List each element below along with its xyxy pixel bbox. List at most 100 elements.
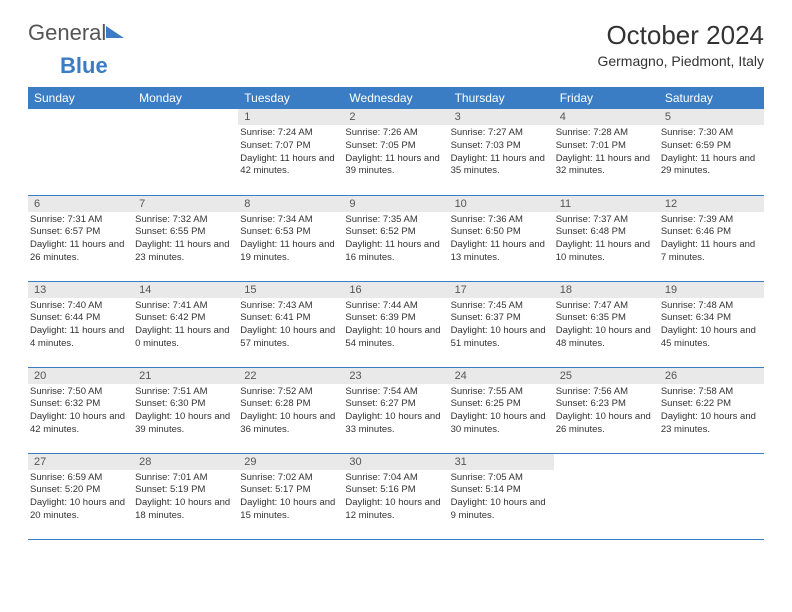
- calendar-cell: 20Sunrise: 7:50 AMSunset: 6:32 PMDayligh…: [28, 367, 133, 453]
- day-number: 29: [238, 454, 343, 470]
- calendar-cell: 30Sunrise: 7:04 AMSunset: 5:16 PMDayligh…: [343, 453, 448, 539]
- day-number: 4: [554, 109, 659, 125]
- calendar-row: 13Sunrise: 7:40 AMSunset: 6:44 PMDayligh…: [28, 281, 764, 367]
- day-details: Sunrise: 7:55 AMSunset: 6:25 PMDaylight:…: [449, 384, 554, 439]
- day-number: 7: [133, 196, 238, 212]
- day-details: Sunrise: 7:44 AMSunset: 6:39 PMDaylight:…: [343, 298, 448, 353]
- calendar-cell: [659, 453, 764, 539]
- logo-triangle-icon: [106, 26, 124, 38]
- calendar-cell: 14Sunrise: 7:41 AMSunset: 6:42 PMDayligh…: [133, 281, 238, 367]
- day-number: 1: [238, 109, 343, 125]
- day-details: Sunrise: 7:27 AMSunset: 7:03 PMDaylight:…: [449, 125, 554, 180]
- day-number: 16: [343, 282, 448, 298]
- calendar-cell: 4Sunrise: 7:28 AMSunset: 7:01 PMDaylight…: [554, 109, 659, 195]
- day-number: 14: [133, 282, 238, 298]
- calendar-row: 20Sunrise: 7:50 AMSunset: 6:32 PMDayligh…: [28, 367, 764, 453]
- day-number: 20: [28, 368, 133, 384]
- calendar-cell: 9Sunrise: 7:35 AMSunset: 6:52 PMDaylight…: [343, 195, 448, 281]
- calendar-cell: 16Sunrise: 7:44 AMSunset: 6:39 PMDayligh…: [343, 281, 448, 367]
- day-details: Sunrise: 7:30 AMSunset: 6:59 PMDaylight:…: [659, 125, 764, 180]
- calendar-row: 27Sunrise: 6:59 AMSunset: 5:20 PMDayligh…: [28, 453, 764, 539]
- location-subtitle: Germagno, Piedmont, Italy: [597, 53, 764, 69]
- day-details: Sunrise: 7:56 AMSunset: 6:23 PMDaylight:…: [554, 384, 659, 439]
- calendar-cell: 27Sunrise: 6:59 AMSunset: 5:20 PMDayligh…: [28, 453, 133, 539]
- calendar-cell: 19Sunrise: 7:48 AMSunset: 6:34 PMDayligh…: [659, 281, 764, 367]
- title-block: October 2024 Germagno, Piedmont, Italy: [597, 20, 764, 69]
- day-details: Sunrise: 7:43 AMSunset: 6:41 PMDaylight:…: [238, 298, 343, 353]
- day-header: Sunday: [28, 87, 133, 109]
- day-number: 22: [238, 368, 343, 384]
- day-number: 27: [28, 454, 133, 470]
- day-number: 3: [449, 109, 554, 125]
- day-details: Sunrise: 7:50 AMSunset: 6:32 PMDaylight:…: [28, 384, 133, 439]
- day-number: 6: [28, 196, 133, 212]
- calendar-cell: 11Sunrise: 7:37 AMSunset: 6:48 PMDayligh…: [554, 195, 659, 281]
- day-details: Sunrise: 7:32 AMSunset: 6:55 PMDaylight:…: [133, 212, 238, 267]
- day-header: Monday: [133, 87, 238, 109]
- day-number: 25: [554, 368, 659, 384]
- logo-text-general: General: [28, 20, 106, 46]
- day-details: Sunrise: 7:52 AMSunset: 6:28 PMDaylight:…: [238, 384, 343, 439]
- day-header: Saturday: [659, 87, 764, 109]
- day-number: 11: [554, 196, 659, 212]
- calendar-cell: [554, 453, 659, 539]
- calendar-cell: 24Sunrise: 7:55 AMSunset: 6:25 PMDayligh…: [449, 367, 554, 453]
- calendar-cell: 7Sunrise: 7:32 AMSunset: 6:55 PMDaylight…: [133, 195, 238, 281]
- calendar-row: 6Sunrise: 7:31 AMSunset: 6:57 PMDaylight…: [28, 195, 764, 281]
- day-details: Sunrise: 7:45 AMSunset: 6:37 PMDaylight:…: [449, 298, 554, 353]
- day-header: Tuesday: [238, 87, 343, 109]
- day-details: Sunrise: 7:31 AMSunset: 6:57 PMDaylight:…: [28, 212, 133, 267]
- day-details: Sunrise: 7:35 AMSunset: 6:52 PMDaylight:…: [343, 212, 448, 267]
- calendar-cell: [133, 109, 238, 195]
- day-header: Thursday: [449, 87, 554, 109]
- calendar-cell: 15Sunrise: 7:43 AMSunset: 6:41 PMDayligh…: [238, 281, 343, 367]
- day-details: Sunrise: 7:34 AMSunset: 6:53 PMDaylight:…: [238, 212, 343, 267]
- calendar-table: SundayMondayTuesdayWednesdayThursdayFrid…: [28, 87, 764, 540]
- day-number: 17: [449, 282, 554, 298]
- day-number: 13: [28, 282, 133, 298]
- calendar-cell: 23Sunrise: 7:54 AMSunset: 6:27 PMDayligh…: [343, 367, 448, 453]
- day-details: Sunrise: 7:05 AMSunset: 5:14 PMDaylight:…: [449, 470, 554, 525]
- day-number: 8: [238, 196, 343, 212]
- calendar-cell: 12Sunrise: 7:39 AMSunset: 6:46 PMDayligh…: [659, 195, 764, 281]
- day-number: 26: [659, 368, 764, 384]
- calendar-cell: 2Sunrise: 7:26 AMSunset: 7:05 PMDaylight…: [343, 109, 448, 195]
- day-number: 2: [343, 109, 448, 125]
- day-details: Sunrise: 7:04 AMSunset: 5:16 PMDaylight:…: [343, 470, 448, 525]
- calendar-body: 1Sunrise: 7:24 AMSunset: 7:07 PMDaylight…: [28, 109, 764, 539]
- day-header: Wednesday: [343, 87, 448, 109]
- day-details: Sunrise: 7:48 AMSunset: 6:34 PMDaylight:…: [659, 298, 764, 353]
- day-details: Sunrise: 7:58 AMSunset: 6:22 PMDaylight:…: [659, 384, 764, 439]
- day-number: 18: [554, 282, 659, 298]
- day-details: Sunrise: 7:39 AMSunset: 6:46 PMDaylight:…: [659, 212, 764, 267]
- calendar-cell: 22Sunrise: 7:52 AMSunset: 6:28 PMDayligh…: [238, 367, 343, 453]
- day-number: 5: [659, 109, 764, 125]
- day-details: Sunrise: 7:51 AMSunset: 6:30 PMDaylight:…: [133, 384, 238, 439]
- calendar-cell: 1Sunrise: 7:24 AMSunset: 7:07 PMDaylight…: [238, 109, 343, 195]
- calendar-cell: 25Sunrise: 7:56 AMSunset: 6:23 PMDayligh…: [554, 367, 659, 453]
- calendar-cell: 5Sunrise: 7:30 AMSunset: 6:59 PMDaylight…: [659, 109, 764, 195]
- day-details: Sunrise: 6:59 AMSunset: 5:20 PMDaylight:…: [28, 470, 133, 525]
- calendar-cell: 21Sunrise: 7:51 AMSunset: 6:30 PMDayligh…: [133, 367, 238, 453]
- day-header: Friday: [554, 87, 659, 109]
- calendar-cell: [28, 109, 133, 195]
- day-number: 30: [343, 454, 448, 470]
- day-details: Sunrise: 7:41 AMSunset: 6:42 PMDaylight:…: [133, 298, 238, 353]
- day-number: 23: [343, 368, 448, 384]
- calendar-cell: 18Sunrise: 7:47 AMSunset: 6:35 PMDayligh…: [554, 281, 659, 367]
- page-title: October 2024: [597, 20, 764, 51]
- calendar-cell: 28Sunrise: 7:01 AMSunset: 5:19 PMDayligh…: [133, 453, 238, 539]
- day-number: 28: [133, 454, 238, 470]
- day-details: Sunrise: 7:01 AMSunset: 5:19 PMDaylight:…: [133, 470, 238, 525]
- day-details: Sunrise: 7:02 AMSunset: 5:17 PMDaylight:…: [238, 470, 343, 525]
- day-number: 12: [659, 196, 764, 212]
- day-details: Sunrise: 7:40 AMSunset: 6:44 PMDaylight:…: [28, 298, 133, 353]
- calendar-cell: 3Sunrise: 7:27 AMSunset: 7:03 PMDaylight…: [449, 109, 554, 195]
- day-details: Sunrise: 7:24 AMSunset: 7:07 PMDaylight:…: [238, 125, 343, 180]
- day-number: 31: [449, 454, 554, 470]
- day-details: Sunrise: 7:26 AMSunset: 7:05 PMDaylight:…: [343, 125, 448, 180]
- day-number: 21: [133, 368, 238, 384]
- day-details: Sunrise: 7:47 AMSunset: 6:35 PMDaylight:…: [554, 298, 659, 353]
- day-number: 9: [343, 196, 448, 212]
- day-details: Sunrise: 7:28 AMSunset: 7:01 PMDaylight:…: [554, 125, 659, 180]
